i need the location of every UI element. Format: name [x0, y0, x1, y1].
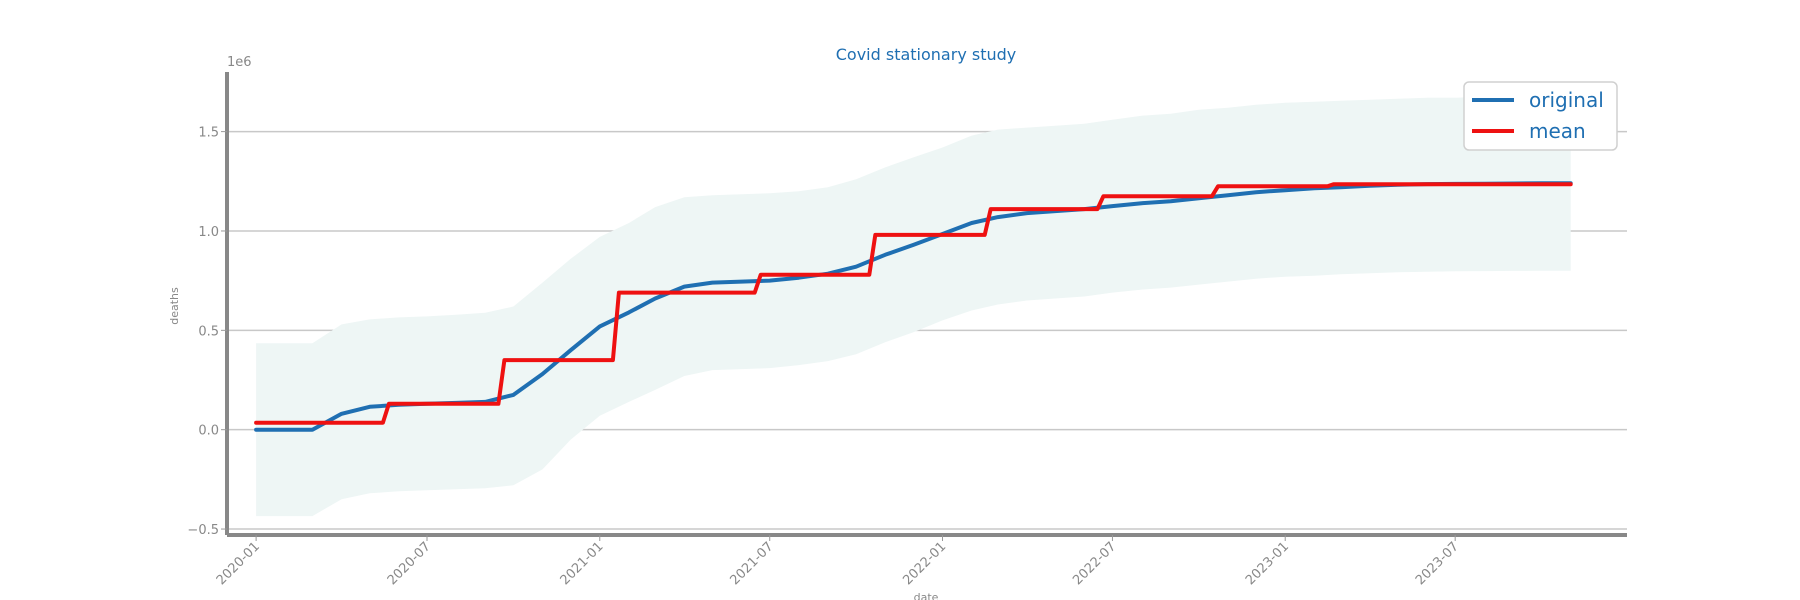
confidence-band-area — [256, 95, 1571, 517]
x-axis-title: date — [914, 591, 939, 600]
confidence-band — [256, 95, 1571, 517]
y-axis-title: deaths — [168, 287, 181, 325]
series-line-mean — [254, 182, 1573, 425]
series — [254, 181, 1573, 432]
y-tick-label: −0.5 — [187, 523, 219, 538]
y-tick-label: 1.0 — [198, 225, 219, 240]
legend-label-original: original — [1529, 88, 1604, 112]
legend-label-mean: mean — [1529, 119, 1586, 143]
y-tick-label: 1.5 — [198, 126, 219, 141]
legend: original mean — [1463, 81, 1618, 151]
y-tick-label: 0.5 — [198, 324, 219, 339]
chart-title: Covid stationary study — [836, 45, 1017, 64]
axes — [225, 72, 1627, 537]
y-offset-label: 1e6 — [227, 55, 252, 70]
y-tick-label: 0.0 — [198, 424, 219, 439]
